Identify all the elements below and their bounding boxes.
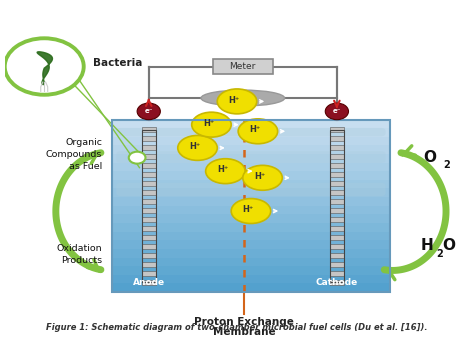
Text: 2: 2 <box>444 160 450 170</box>
Bar <box>330 208 344 213</box>
Bar <box>111 188 390 197</box>
Text: Proton Exchange: Proton Exchange <box>194 317 294 327</box>
Bar <box>330 127 344 132</box>
Circle shape <box>325 103 348 120</box>
Bar <box>111 283 390 293</box>
Text: H⁺: H⁺ <box>217 165 228 174</box>
Bar <box>330 163 344 168</box>
Bar <box>330 226 344 231</box>
Bar <box>111 154 390 163</box>
Bar <box>142 217 155 222</box>
Bar <box>111 137 390 145</box>
Bar <box>142 244 155 249</box>
Bar <box>330 262 344 267</box>
Bar <box>142 190 155 195</box>
Bar <box>142 235 155 240</box>
Text: O: O <box>442 238 456 253</box>
Bar <box>142 154 155 159</box>
FancyBboxPatch shape <box>116 183 386 196</box>
Text: Anode: Anode <box>133 278 165 287</box>
Bar <box>111 232 390 241</box>
Text: e⁻: e⁻ <box>145 108 153 114</box>
Ellipse shape <box>238 119 278 144</box>
Bar <box>330 244 344 249</box>
Text: H⁺: H⁺ <box>203 119 214 128</box>
Bar <box>330 181 344 186</box>
Bar <box>111 258 390 266</box>
Bar <box>142 127 155 132</box>
FancyBboxPatch shape <box>116 151 386 163</box>
Text: H⁺: H⁺ <box>249 125 261 135</box>
Bar <box>330 235 344 240</box>
Text: Oxidation
Products: Oxidation Products <box>57 244 102 265</box>
Text: e⁻: e⁻ <box>333 108 341 114</box>
Bar <box>330 154 344 159</box>
Bar <box>142 136 155 141</box>
Ellipse shape <box>206 159 245 184</box>
Bar <box>330 271 344 276</box>
Bar <box>142 280 155 285</box>
Bar <box>142 129 155 282</box>
Bar <box>142 172 155 177</box>
Bar <box>142 226 155 231</box>
Text: Figure 1: Schematic diagram of two-chamber microbial fuel cells (Du et al. [16]): Figure 1: Schematic diagram of two-chamb… <box>46 323 428 332</box>
Bar <box>111 240 390 249</box>
Bar <box>111 128 390 137</box>
Bar <box>330 190 344 195</box>
Bar <box>142 253 155 258</box>
Bar <box>111 266 390 275</box>
FancyBboxPatch shape <box>213 59 273 75</box>
Bar <box>330 253 344 258</box>
Bar <box>111 249 390 258</box>
Bar <box>111 214 390 223</box>
Text: Cathode: Cathode <box>316 278 358 287</box>
Bar <box>111 171 390 180</box>
Bar <box>330 217 344 222</box>
Ellipse shape <box>201 90 284 106</box>
Bar <box>111 180 390 189</box>
Bar <box>142 271 155 276</box>
Text: Meter: Meter <box>229 62 256 71</box>
Bar <box>111 223 390 232</box>
Text: H⁺: H⁺ <box>254 172 265 181</box>
Ellipse shape <box>217 89 257 114</box>
Text: Load: Load <box>231 94 255 103</box>
Bar <box>111 275 390 284</box>
Text: 2: 2 <box>436 248 443 259</box>
Text: H: H <box>420 238 433 253</box>
Ellipse shape <box>178 136 217 160</box>
Bar <box>142 145 155 150</box>
Ellipse shape <box>231 199 271 223</box>
Text: Organic
Compounds
as Fuel: Organic Compounds as Fuel <box>46 138 102 171</box>
Text: Bacteria: Bacteria <box>93 58 142 68</box>
Bar <box>330 129 344 282</box>
Text: H⁺: H⁺ <box>189 142 201 151</box>
Bar <box>330 172 344 177</box>
Ellipse shape <box>191 112 231 137</box>
Bar <box>111 145 390 154</box>
Text: O: O <box>423 150 436 165</box>
Bar <box>142 208 155 213</box>
Bar <box>111 119 390 128</box>
Bar <box>111 162 390 172</box>
Circle shape <box>5 38 84 95</box>
Circle shape <box>129 152 146 164</box>
Bar <box>142 262 155 267</box>
Bar <box>142 163 155 168</box>
Text: H⁺: H⁺ <box>228 96 240 104</box>
Bar <box>330 136 344 141</box>
Polygon shape <box>37 52 53 84</box>
Bar <box>111 197 390 206</box>
Bar <box>330 280 344 285</box>
Bar <box>142 199 155 204</box>
Bar <box>111 206 390 215</box>
Bar <box>142 181 155 186</box>
Ellipse shape <box>243 165 283 190</box>
Text: H⁺: H⁺ <box>243 205 254 214</box>
Circle shape <box>137 103 160 120</box>
Text: Membrane: Membrane <box>213 327 275 337</box>
Bar <box>330 145 344 150</box>
Bar <box>330 199 344 204</box>
FancyBboxPatch shape <box>116 128 386 136</box>
